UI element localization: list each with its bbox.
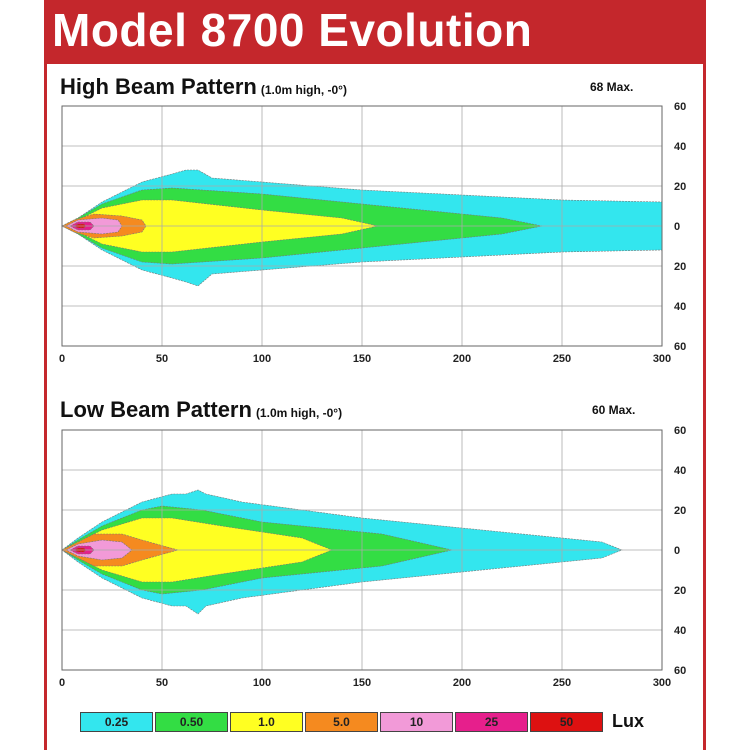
low-beam-x-tick-label: 0 xyxy=(59,677,65,689)
high-beam-y-tick-label: 40 xyxy=(674,141,686,153)
high-beam-x-tick-label: 50 xyxy=(156,353,168,365)
low-beam-x-tick-label: 50 xyxy=(156,677,168,689)
low-beam-y-tick-label: 60 xyxy=(674,425,686,437)
high-beam-y-tick-label: 60 xyxy=(674,101,686,113)
legend-unit-label: Lux xyxy=(612,711,645,731)
legend-item-5-0: 5.0 xyxy=(305,712,378,732)
low-beam-x-tick-label: 150 xyxy=(353,677,371,689)
high-beam-x-tick-label: 250 xyxy=(553,353,571,365)
high-beam-x-tick-label: 150 xyxy=(353,353,371,365)
high-beam-y-tick-label: 60 xyxy=(674,341,686,353)
high-beam-y-tick-label: 20 xyxy=(674,181,686,193)
high-beam-title-text: High Beam Pattern xyxy=(60,74,257,99)
legend-item-0-50: 0.50 xyxy=(155,712,228,732)
title-bar xyxy=(44,0,706,64)
high-beam-chart-title: High Beam Pattern (1.0m high, -0°) xyxy=(60,74,347,100)
page-title: Model 8700 Evolution xyxy=(52,4,533,56)
high-beam-y-tick-label: 20 xyxy=(674,261,686,273)
legend-item-25: 25 xyxy=(455,712,528,732)
low-beam-x-tick-label: 300 xyxy=(653,677,671,689)
low-beam-subtitle: (1.0m high, -0°) xyxy=(255,406,343,420)
low-beam-y-tick-label: 40 xyxy=(674,625,686,637)
low-beam-chart-title: Low Beam Pattern (1.0m high, -0°) xyxy=(60,397,342,423)
low-beam-y-tick-label: 0 xyxy=(674,545,680,557)
high-beam-x-tick-label: 100 xyxy=(253,353,271,365)
low-beam-max-label: 60 Max. xyxy=(592,403,636,417)
legend-item-50: 50 xyxy=(530,712,603,732)
high-beam-x-tick-label: 200 xyxy=(453,353,471,365)
high-beam-x-tick-label: 300 xyxy=(653,353,671,365)
legend-item-1-0: 1.0 xyxy=(230,712,303,732)
high-beam-max-label: 68 Max. xyxy=(590,80,634,94)
legend-item-0-25: 0.25 xyxy=(80,712,153,732)
low-beam-y-tick-label: 20 xyxy=(674,585,686,597)
low-beam-y-tick-label: 60 xyxy=(674,665,686,677)
low-beam-x-tick-label: 100 xyxy=(253,677,271,689)
high-beam-y-tick-label: 40 xyxy=(674,301,686,313)
high-beam-plot-border xyxy=(61,105,663,347)
low-beam-y-tick-label: 40 xyxy=(674,465,686,477)
high-beam-subtitle: (1.0m high, -0°) xyxy=(260,83,347,97)
high-beam-y-tick-label: 0 xyxy=(674,221,680,233)
low-beam-plot-border xyxy=(61,429,663,671)
low-beam-title-text: Low Beam Pattern xyxy=(60,397,252,422)
legend-item-10: 10 xyxy=(380,712,453,732)
low-beam-x-tick-label: 200 xyxy=(453,677,471,689)
low-beam-y-tick-label: 20 xyxy=(674,505,686,517)
low-beam-x-tick-label: 250 xyxy=(553,677,571,689)
high-beam-x-tick-label: 0 xyxy=(59,353,65,365)
